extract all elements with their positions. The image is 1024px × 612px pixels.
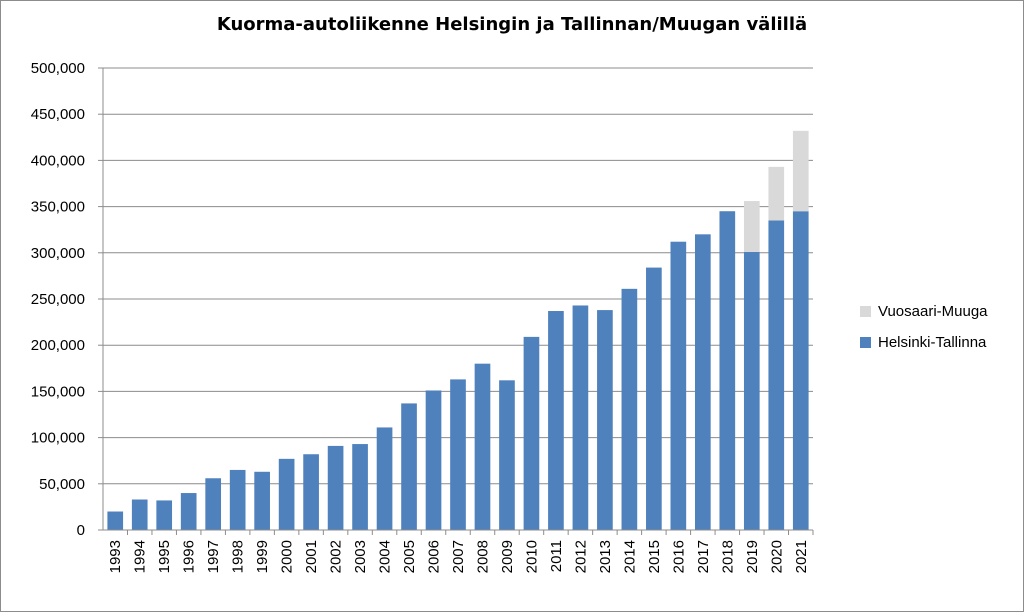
x-tick-label: 1996 [181,540,198,573]
bar-helsinki-tallinna-2007 [450,379,466,530]
legend-label: Vuosaari-Muuga [878,303,988,320]
legend-label: Helsinki-Tallinna [878,334,987,351]
x-tick-label: 1995 [156,540,173,573]
x-tick-label: 2015 [646,540,663,573]
bar-helsinki-tallinna-2003 [352,444,368,530]
bar-helsinki-tallinna-2014 [621,288,638,530]
bar-helsinki-tallinna-2020 [768,220,785,530]
x-tick-label: 1994 [132,540,149,573]
x-tick-label: 1993 [107,540,124,573]
bar-helsinki-tallinna-2004 [376,427,393,530]
bar-helsinki-tallinna-1994 [131,499,148,530]
legend-swatch [860,306,871,317]
x-tick-label: 2013 [597,540,614,573]
bar-vuosaari-muuga-2021 [792,130,809,212]
bar-helsinki-tallinna-1996 [180,493,197,530]
bar-helsinki-tallinna-2015 [646,267,662,530]
bar-helsinki-tallinna-2012 [572,305,589,530]
legend: Vuosaari-Muuga Helsinki-Tallinna [860,303,988,351]
x-tick-labels: 1993 1994 1995 1996 1997 1998 1999 2000 2001 2002… [107,540,810,573]
bar-helsinki-tallinna-2019 [743,251,760,530]
y-tick-label: 150,000 [31,383,85,400]
axes [98,67,814,535]
x-tick-label: 2014 [621,540,638,573]
x-tick-label: 2001 [303,540,320,573]
y-tick-label: 0 [77,522,85,539]
x-tick-label: 1999 [254,540,271,573]
bar-helsinki-tallinna-2002 [327,445,344,530]
bar-helsinki-tallinna-2013 [597,310,613,530]
x-tick-label: 2007 [450,540,467,573]
x-tick-label: 2003 [352,540,369,573]
x-tick-label: 2021 [793,540,810,573]
legend-swatch [860,337,871,348]
bar-helsinki-tallinna-2005 [401,403,417,530]
y-tick-label: 50,000 [39,476,85,493]
y-tick-label: 200,000 [31,337,85,354]
bar-helsinki-tallinna-2006 [425,390,442,530]
y-tick-label: 100,000 [31,430,85,447]
bar-helsinki-tallinna-2018 [719,211,736,530]
x-tick-label: 2017 [695,540,712,573]
bar-helsinki-tallinna-2010 [523,336,540,530]
bar-helsinki-tallinna-2016 [670,241,687,530]
y-tick-label: 350,000 [31,199,85,216]
x-tick-label: 1997 [205,540,222,573]
y-tick-label: 250,000 [31,291,85,308]
bar-helsinki-tallinna-1995 [156,500,173,530]
bar-helsinki-tallinna-1997 [205,478,222,530]
x-tick-label: 2016 [670,540,687,573]
bar-helsinki-tallinna-2017 [694,234,711,530]
x-tick-label: 2000 [279,540,296,573]
x-tick-label: 2020 [768,540,785,573]
x-tick-label: 2004 [377,540,394,573]
x-tick-label: 2009 [499,540,516,573]
x-tick-label: 2005 [401,540,418,573]
bar-helsinki-tallinna-2011 [548,311,564,530]
chart-title: Kuorma-autoliikenne Helsingin ja Tallinn… [216,14,808,35]
bar-helsinki-tallinna-2021 [792,211,809,530]
x-tick-label: 2008 [474,540,491,573]
x-tick-label: 2011 [548,540,565,572]
bar-helsinki-tallinna-2009 [499,380,515,530]
x-tick-label: 2018 [719,540,736,573]
bar-helsinki-tallinna-1998 [229,469,246,530]
bar-helsinki-tallinna-1999 [254,471,270,530]
x-tick-label: 2006 [426,540,443,573]
bar-vuosaari-muuga-2020 [768,166,785,221]
bar-vuosaari-muuga-2019 [743,201,760,252]
y-tick-label: 400,000 [31,152,85,169]
y-tick-label: 500,000 [31,60,85,77]
x-tick-label: 2010 [523,540,540,573]
x-tick-label: 2019 [744,540,761,573]
bars [107,130,809,530]
bar-helsinki-tallinna-2001 [303,454,319,530]
y-tick-label: 300,000 [31,245,85,262]
x-tick-label: 1998 [230,540,247,573]
y-tick-labels: 0 50,000 100,000 150,000 200,000 250,000 300,0… [31,60,85,539]
x-tick-label: 2002 [328,540,345,573]
x-tick-label: 2012 [572,540,589,573]
bar-helsinki-tallinna-2008 [474,363,491,530]
bar-helsinki-tallinna-2000 [278,458,295,530]
bar-helsinki-tallinna-1993 [107,511,124,530]
y-tick-label: 450,000 [31,106,85,123]
